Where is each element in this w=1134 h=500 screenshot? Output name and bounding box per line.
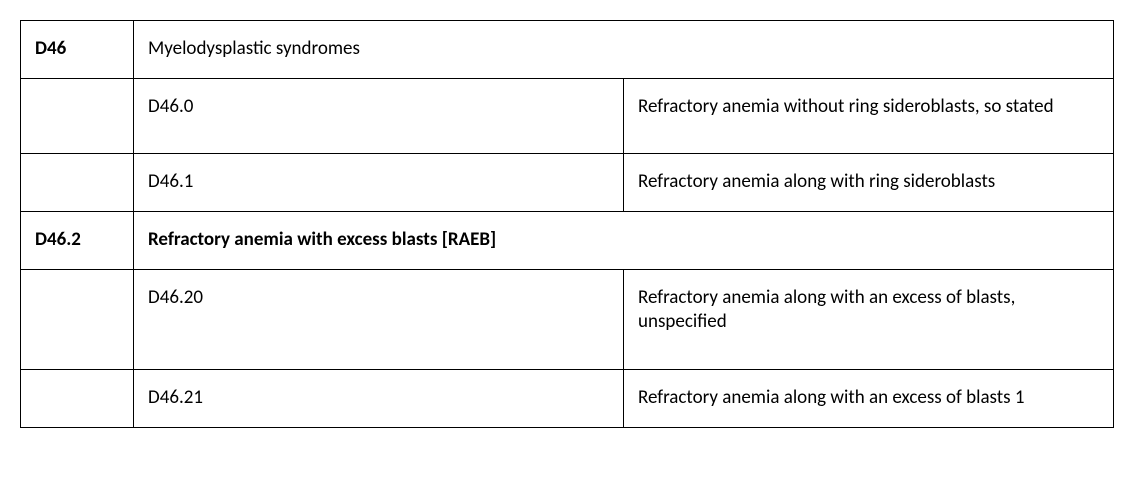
description-cell: Refractory anemia along with an excess o… xyxy=(624,269,1114,369)
table-row: D46.2 Refractory anemia with excess blas… xyxy=(21,212,1114,270)
subcode-cell: D46.0 xyxy=(134,78,624,154)
subcode-cell: D46.20 xyxy=(134,269,624,369)
table-row: D46.0 Refractory anemia without ring sid… xyxy=(21,78,1114,154)
description-cell: Refractory anemia without ring siderobla… xyxy=(624,78,1114,154)
table-row: D46.20 Refractory anemia along with an e… xyxy=(21,269,1114,369)
description-cell: Refractory anemia along with an excess o… xyxy=(624,370,1114,428)
subcode-cell: D46.1 xyxy=(134,154,624,212)
code-cell: D46 xyxy=(21,21,134,79)
code-cell xyxy=(21,269,134,369)
code-cell xyxy=(21,370,134,428)
description-cell: Refractory anemia with excess blasts [RA… xyxy=(134,212,1114,270)
code-cell: D46.2 xyxy=(21,212,134,270)
code-cell xyxy=(21,154,134,212)
code-cell xyxy=(21,78,134,154)
table-row: D46.1 Refractory anemia along with ring … xyxy=(21,154,1114,212)
table-row: D46 Myelodysplastic syndromes xyxy=(21,21,1114,79)
description-cell: Refractory anemia along with ring sidero… xyxy=(624,154,1114,212)
table-row: D46.21 Refractory anemia along with an e… xyxy=(21,370,1114,428)
description-cell: Myelodysplastic syndromes xyxy=(134,21,1114,79)
subcode-cell: D46.21 xyxy=(134,370,624,428)
code-table: D46 Myelodysplastic syndromes D46.0 Refr… xyxy=(20,20,1114,428)
